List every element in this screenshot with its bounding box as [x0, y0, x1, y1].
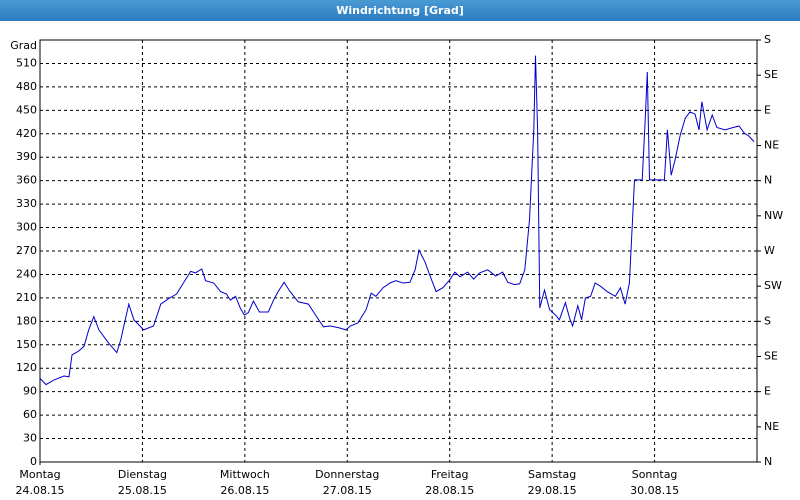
x-tick-date: 24.08.15 — [16, 484, 65, 497]
y2-tick-label: W — [764, 244, 775, 257]
y2-tick-label: NW — [764, 209, 783, 222]
x-tick-label: Montag — [19, 468, 60, 481]
y-tick-label: 90 — [23, 385, 37, 398]
y2-tick-label: E — [764, 385, 771, 398]
chart-title: Windrichtung [Grad] — [336, 4, 464, 17]
x-tick-label: Samstag — [528, 468, 576, 481]
y-tick-label: 30 — [23, 432, 37, 445]
y2-tick-label: SE — [764, 68, 778, 81]
x-tick-date: 28.08.15 — [425, 484, 474, 497]
title-bar — [0, 0, 800, 21]
y-tick-label: 240 — [16, 267, 37, 280]
y-tick-label: 150 — [16, 338, 37, 351]
y-tick-label: 390 — [16, 150, 37, 163]
y2-tick-label: N — [764, 174, 772, 187]
y2-tick-label: E — [764, 103, 771, 116]
y2-tick-label: NE — [764, 420, 779, 433]
x-tick-date: 30.08.15 — [630, 484, 679, 497]
x-tick-label: Mittwoch — [220, 468, 270, 481]
y-tick-label: 420 — [16, 127, 37, 140]
y-tick-label: 270 — [16, 244, 37, 257]
x-tick-date: 25.08.15 — [118, 484, 167, 497]
y-tick-label: 510 — [16, 56, 37, 69]
x-tick-label: Dienstag — [118, 468, 167, 481]
y-tick-label: 450 — [16, 103, 37, 116]
y2-tick-label: S — [764, 314, 771, 327]
x-tick-label: Freitag — [431, 468, 469, 481]
y2-tick-label: SE — [764, 350, 778, 363]
x-tick-label: Sonntag — [632, 468, 678, 481]
y2-tick-label: N — [764, 455, 772, 468]
plot-area — [39, 39, 758, 463]
y-axis-label: Grad — [10, 39, 37, 52]
x-tick-date: 29.08.15 — [528, 484, 577, 497]
y2-tick-label: SW — [764, 279, 782, 292]
y-tick-label: 180 — [16, 314, 37, 327]
y-tick-label: 360 — [16, 174, 37, 187]
y-tick-label: 120 — [16, 361, 37, 374]
y2-tick-label: NE — [764, 139, 779, 152]
y-tick-label: 300 — [16, 221, 37, 234]
y2-tick-label: S — [764, 33, 771, 46]
y-tick-label: 0 — [30, 455, 37, 468]
data-line — [39, 55, 755, 386]
x-tick-label: Donnerstag — [315, 468, 379, 481]
x-tick-date: 26.08.15 — [220, 484, 269, 497]
y-tick-label: 330 — [16, 197, 37, 210]
x-tick-date: 27.08.15 — [323, 484, 372, 497]
y-tick-label: 60 — [23, 408, 37, 421]
y-tick-label: 480 — [16, 80, 37, 93]
y-tick-label: 210 — [16, 291, 37, 304]
